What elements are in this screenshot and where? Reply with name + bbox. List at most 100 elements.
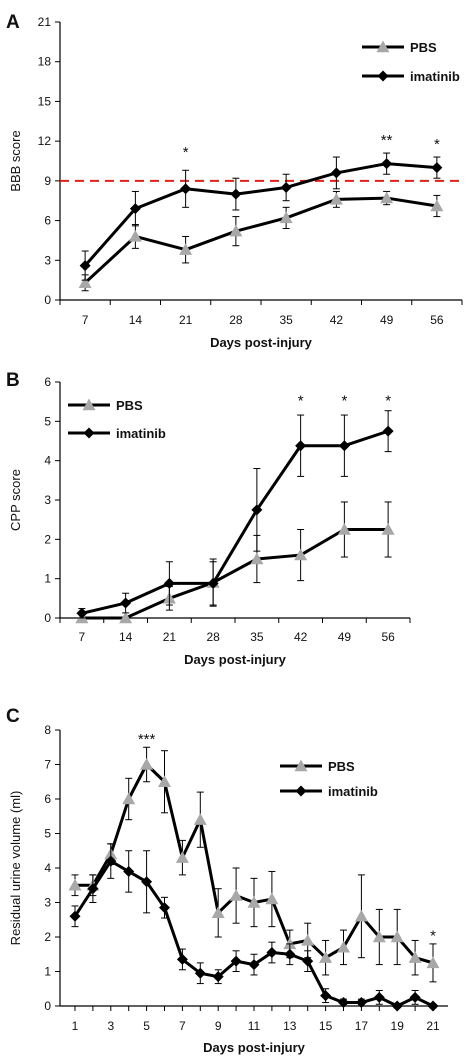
y-tick-label: 2 [44,930,51,944]
data-point [158,775,171,787]
y-tick-label: 1 [44,572,51,586]
significance-marker: * [183,144,189,161]
data-point [354,909,368,922]
x-tick-label: 28 [229,313,243,327]
data-point [320,990,332,1002]
legend-entry-imatinib: imatinib [362,69,460,84]
data-point [390,930,404,943]
x-tick-label: 14 [119,630,133,644]
legend-marker [295,785,307,797]
data-point [87,883,99,895]
data-point [426,956,440,969]
data-point [180,183,192,195]
legend-marker [294,759,308,772]
data-point [381,523,395,535]
data-point [380,191,394,204]
x-tick-label: 21 [179,313,193,327]
significance-marker: * [434,136,440,153]
data-point [302,955,314,967]
y-tick-label: 4 [44,861,51,875]
data-point [78,276,92,288]
data-point [294,548,308,561]
y-tick-label: 5 [44,827,51,841]
data-point [229,224,243,237]
y-tick-label: 3 [44,253,51,267]
chart-panel-a: 0 3 6 9 12 15 18 21 7 14 21 28 35 42 49 56 Days post-inj… [8,15,463,350]
x-tick-label: 56 [430,313,444,327]
legend-entry-imatinib: imatinib [280,784,378,799]
y-tick-label: 6 [44,792,51,806]
x-tick-label: 49 [338,630,352,644]
data-point [319,951,333,963]
significance-marker: * [298,393,304,410]
legend-marker [83,427,95,439]
y-tick-label: 15 [38,94,52,108]
data-point [430,199,444,212]
x-axis-label: Days post-injury [184,652,287,667]
legend-label: imatinib [410,69,460,84]
y-tick-label: 9 [44,174,51,188]
series-imatinib [79,152,443,281]
data-point [330,167,342,179]
data-point [337,523,351,535]
data-point [338,997,349,1009]
data-point [179,243,193,255]
y-axis-label: CPP score [8,469,23,531]
data-point [79,260,91,272]
legend-label: PBS [116,398,143,413]
y-axis-label: BBB score [8,130,23,191]
x-tick-label: 7 [82,313,89,327]
x-tick-label: 7 [179,1019,186,1033]
x-tick-label: 11 [248,1019,261,1033]
y-tick-label: 0 [44,999,51,1013]
data-point [431,162,443,174]
data-point [230,955,242,967]
data-point [408,951,422,963]
data-point [105,855,117,867]
x-tick-label: 7 [79,630,86,644]
y-tick-label: 3 [44,896,51,910]
data-point [163,577,175,589]
data-point [248,959,260,971]
data-point [337,940,350,953]
data-point [427,1000,439,1012]
series-line [84,196,438,284]
panel-letter-a: A [6,12,20,33]
data-point [381,158,393,170]
y-tick-label: 4 [44,454,51,468]
series-pbs [68,746,440,983]
x-tick-label: 56 [381,630,395,644]
data-point [301,933,315,946]
y-tick-label: 3 [44,493,51,507]
series-imatinib [76,410,394,619]
data-point [284,948,296,960]
data-point [382,425,394,437]
data-point [355,997,367,1009]
y-tick-label: 7 [44,758,51,772]
data-point [176,953,188,965]
data-point [266,947,278,959]
data-point [229,889,243,901]
legend-entry-imatinib: imatinib [68,426,166,441]
y-axis-label: Residual urine volume (ml) [8,791,23,946]
y-tick-label: 8 [44,723,51,737]
x-tick-label: 3 [107,1019,114,1033]
data-point [68,878,82,891]
legend-label: imatinib [116,426,166,441]
x-tick-label: 17 [355,1019,369,1033]
x-tick-label: 1 [72,1019,79,1033]
y-tick-label: 1 [44,965,51,979]
x-tick-label: 49 [380,313,394,327]
y-tick-label: 5 [44,414,51,428]
legend-entry-pbs: PBS [362,40,437,55]
x-axis-label: Days post-injury [210,335,313,350]
x-tick-label: 35 [279,313,293,327]
data-point [175,851,189,863]
data-point [280,181,292,193]
data-point [283,937,297,950]
x-tick-label: 15 [319,1019,333,1033]
legend-label: imatinib [328,784,378,799]
x-tick-label: 14 [129,313,143,327]
data-point [338,440,350,452]
